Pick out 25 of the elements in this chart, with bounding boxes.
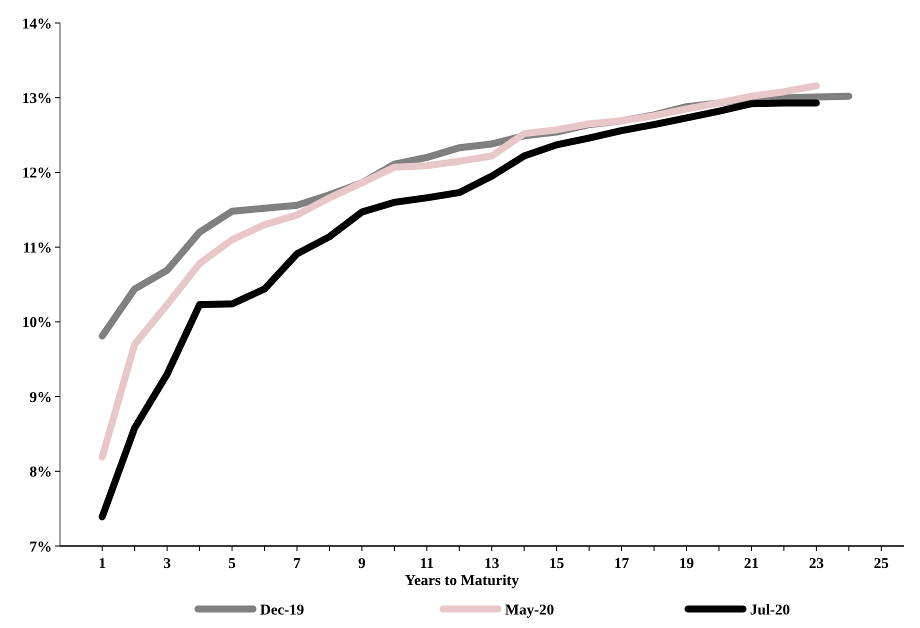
x-axis-title: Years to Maturity bbox=[404, 573, 520, 589]
y-tick-label: 11% bbox=[22, 240, 52, 256]
x-tick-label: 1 bbox=[98, 556, 106, 572]
x-tick-label: 5 bbox=[228, 556, 236, 572]
legend-label: May-20 bbox=[505, 602, 554, 618]
y-tick-label: 12% bbox=[22, 166, 52, 182]
y-tick-label: 10% bbox=[22, 315, 52, 332]
legend-label: Jul-20 bbox=[750, 602, 790, 618]
y-tick-label: 8% bbox=[30, 464, 52, 481]
x-tick-label: 19 bbox=[679, 556, 694, 572]
x-tick-label: 17 bbox=[614, 556, 630, 572]
legend-label: Dec-19 bbox=[260, 602, 304, 618]
x-tick-label: 23 bbox=[808, 556, 824, 572]
x-tick-label: 9 bbox=[358, 556, 366, 572]
x-tick-label: 11 bbox=[420, 556, 434, 572]
y-tick-label: 13% bbox=[22, 90, 52, 107]
x-tick-label: 15 bbox=[549, 556, 564, 572]
y-tick-label: 9% bbox=[30, 390, 52, 406]
x-tick-label: 21 bbox=[744, 556, 759, 572]
x-tick-label: 13 bbox=[484, 556, 500, 572]
x-tick-label: 7 bbox=[293, 556, 302, 572]
y-tick-label: 14% bbox=[22, 16, 52, 32]
x-tick-label: 25 bbox=[874, 556, 889, 572]
x-tick-label: 3 bbox=[163, 556, 171, 572]
y-tick-label: 7% bbox=[30, 539, 52, 556]
